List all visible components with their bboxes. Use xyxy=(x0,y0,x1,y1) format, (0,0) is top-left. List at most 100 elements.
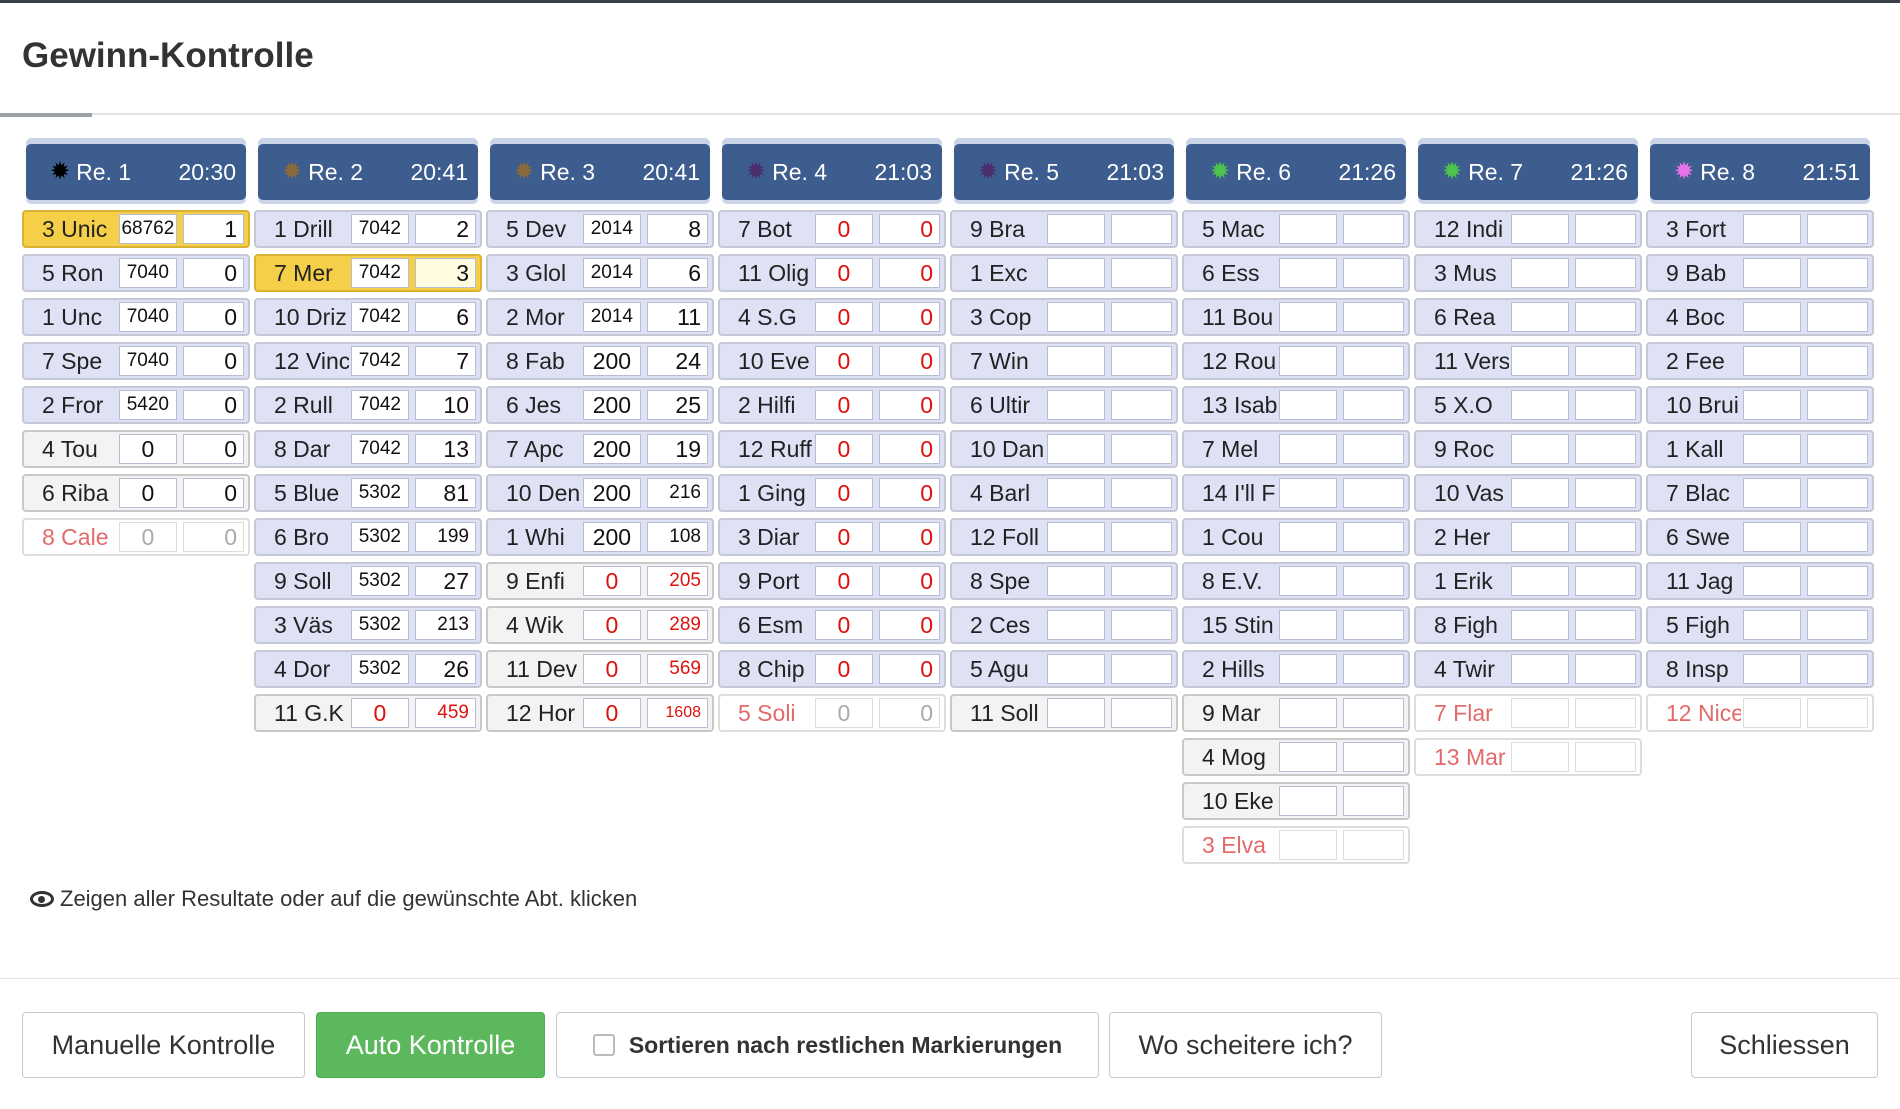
horse-row[interactable]: 4 Barl xyxy=(950,474,1178,512)
horse-row[interactable]: 4 Wik 0 289 xyxy=(486,606,714,644)
horse-row[interactable]: 1 Unc 7040 0 xyxy=(22,298,250,336)
horse-row[interactable]: 7 Flar xyxy=(1414,694,1642,732)
horse-row[interactable]: 13 Mar xyxy=(1414,738,1642,776)
horse-row[interactable]: 6 Esm 0 0 xyxy=(718,606,946,644)
horse-row[interactable]: 8 Dar 7042 13 xyxy=(254,430,482,468)
horse-row[interactable]: 3 Elva xyxy=(1182,826,1410,864)
horse-row[interactable]: 10 Brui xyxy=(1646,386,1874,424)
horse-row[interactable]: 6 Rea xyxy=(1414,298,1642,336)
horse-row[interactable]: 13 Isab xyxy=(1182,386,1410,424)
manual-control-button[interactable]: Manuelle Kontrolle xyxy=(22,1012,305,1078)
horse-row[interactable]: 11 G.K 0 459 xyxy=(254,694,482,732)
horse-row[interactable]: 10 Eve 0 0 xyxy=(718,342,946,380)
horse-row[interactable]: 10 Den 200 216 xyxy=(486,474,714,512)
horse-row[interactable]: 5 Mac xyxy=(1182,210,1410,248)
eye-icon[interactable] xyxy=(30,891,54,907)
horse-row[interactable]: 9 Mar xyxy=(1182,694,1410,732)
horse-row[interactable]: 11 Jag xyxy=(1646,562,1874,600)
horse-row[interactable]: 1 Ging 0 0 xyxy=(718,474,946,512)
horse-row[interactable]: 1 Cou xyxy=(1182,518,1410,556)
horse-row[interactable]: 2 Fror 5420 0 xyxy=(22,386,250,424)
race-header[interactable]: ✹ Re. 8 21:51 xyxy=(1650,144,1870,200)
horse-row[interactable]: 8 Fab 200 24 xyxy=(486,342,714,380)
horse-row[interactable]: 12 Vinc 7042 7 xyxy=(254,342,482,380)
horse-row[interactable]: 2 Fee xyxy=(1646,342,1874,380)
horse-row[interactable]: 9 Bab xyxy=(1646,254,1874,292)
horse-row[interactable]: 9 Enfi 0 205 xyxy=(486,562,714,600)
horse-row[interactable]: 6 Swe xyxy=(1646,518,1874,556)
horse-row[interactable]: 11 Soll xyxy=(950,694,1178,732)
horse-row[interactable]: 6 Jes 200 25 xyxy=(486,386,714,424)
horse-row[interactable]: 5 Figh xyxy=(1646,606,1874,644)
horse-row[interactable]: 4 Dor 5302 26 xyxy=(254,650,482,688)
horse-row[interactable]: 7 Win xyxy=(950,342,1178,380)
horse-row[interactable]: 12 Rou xyxy=(1182,342,1410,380)
horse-row[interactable]: 8 Figh xyxy=(1414,606,1642,644)
horse-row[interactable]: 9 Bra xyxy=(950,210,1178,248)
horse-row[interactable]: 4 Boc xyxy=(1646,298,1874,336)
horse-row[interactable]: 12 Indi xyxy=(1414,210,1642,248)
horse-row[interactable]: 12 Foll xyxy=(950,518,1178,556)
horse-row[interactable]: 8 Insp xyxy=(1646,650,1874,688)
race-header[interactable]: ✹ Re. 4 21:03 xyxy=(722,144,942,200)
horse-row[interactable]: 8 Spe xyxy=(950,562,1178,600)
horse-row[interactable]: 9 Port 0 0 xyxy=(718,562,946,600)
horse-row[interactable]: 5 Blue 5302 81 xyxy=(254,474,482,512)
horse-row[interactable]: 5 Soli 0 0 xyxy=(718,694,946,732)
close-button[interactable]: Schliessen xyxy=(1691,1012,1878,1078)
horse-row[interactable]: 4 Tou 0 0 xyxy=(22,430,250,468)
race-header[interactable]: ✹ Re. 1 20:30 xyxy=(26,144,246,200)
horse-row[interactable]: 4 Twir xyxy=(1414,650,1642,688)
horse-row[interactable]: 11 Bou xyxy=(1182,298,1410,336)
horse-row[interactable]: 2 Rull 7042 10 xyxy=(254,386,482,424)
horse-row[interactable]: 9 Soll 5302 27 xyxy=(254,562,482,600)
horse-row[interactable]: 8 Cale 0 0 xyxy=(22,518,250,556)
horse-row[interactable]: 8 Chip 0 0 xyxy=(718,650,946,688)
where-fail-button[interactable]: Wo scheitere ich? xyxy=(1109,1012,1382,1078)
horse-row[interactable]: 7 Blac xyxy=(1646,474,1874,512)
auto-control-button[interactable]: Auto Kontrolle xyxy=(316,1012,545,1078)
horse-row[interactable]: 14 I'll F xyxy=(1182,474,1410,512)
horse-row[interactable]: 3 Diar 0 0 xyxy=(718,518,946,556)
horse-row[interactable]: 3 Väs 5302 213 xyxy=(254,606,482,644)
horse-row[interactable]: 11 Vers xyxy=(1414,342,1642,380)
horse-row[interactable]: 6 Riba 0 0 xyxy=(22,474,250,512)
race-header[interactable]: ✹ Re. 2 20:41 xyxy=(258,144,478,200)
horse-row[interactable]: 5 Ron 7040 0 xyxy=(22,254,250,292)
horse-row[interactable]: 7 Bot 0 0 xyxy=(718,210,946,248)
race-header[interactable]: ✹ Re. 6 21:26 xyxy=(1186,144,1406,200)
horse-row[interactable]: 7 Spe 7040 0 xyxy=(22,342,250,380)
sort-checkbox[interactable] xyxy=(592,1034,615,1056)
horse-row[interactable]: 6 Bro 5302 199 xyxy=(254,518,482,556)
horse-row[interactable]: 10 Dan xyxy=(950,430,1178,468)
horse-row[interactable]: 10 Driz 7042 6 xyxy=(254,298,482,336)
horse-row[interactable]: 12 Hor 0 1608 xyxy=(486,694,714,732)
horse-row[interactable]: 12 Ruff 0 0 xyxy=(718,430,946,468)
race-header[interactable]: ✹ Re. 5 21:03 xyxy=(954,144,1174,200)
hint-text[interactable]: Zeigen aller Resultate oder auf die gewü… xyxy=(60,886,638,911)
horse-row[interactable]: 7 Apc 200 19 xyxy=(486,430,714,468)
horse-row[interactable]: 1 Whi 200 108 xyxy=(486,518,714,556)
horse-row[interactable]: 6 Ultir xyxy=(950,386,1178,424)
horse-row[interactable]: 4 S.G 0 0 xyxy=(718,298,946,336)
hint-line[interactable]: Zeigen aller Resultate oder auf die gewü… xyxy=(30,886,637,912)
horse-row[interactable]: 5 Dev 2014 8 xyxy=(486,210,714,248)
sort-remaining-toggle[interactable]: Sortieren nach restlichen Markierungen xyxy=(556,1012,1099,1078)
horse-row[interactable]: 8 E.V. xyxy=(1182,562,1410,600)
horse-row[interactable]: 7 Mel xyxy=(1182,430,1410,468)
race-header[interactable]: ✹ Re. 7 21:26 xyxy=(1418,144,1638,200)
horse-row[interactable]: 10 Vas xyxy=(1414,474,1642,512)
horse-row[interactable]: 7 Mer 7042 3 xyxy=(254,254,482,292)
horse-row[interactable]: 3 Mus xyxy=(1414,254,1642,292)
horse-row[interactable]: 3 Unic 68762 1 xyxy=(22,210,250,248)
horse-row[interactable]: 1 Kall xyxy=(1646,430,1874,468)
horse-row[interactable]: 6 Ess xyxy=(1182,254,1410,292)
horse-row[interactable]: 1 Erik xyxy=(1414,562,1642,600)
horse-row[interactable]: 1 Drill 7042 2 xyxy=(254,210,482,248)
horse-row[interactable]: 15 Stin xyxy=(1182,606,1410,644)
horse-row[interactable]: 12 Nice xyxy=(1646,694,1874,732)
horse-row[interactable]: 4 Mog xyxy=(1182,738,1410,776)
horse-row[interactable]: 3 Cop xyxy=(950,298,1178,336)
horse-row[interactable]: 5 X.O xyxy=(1414,386,1642,424)
horse-row[interactable]: 1 Exc xyxy=(950,254,1178,292)
